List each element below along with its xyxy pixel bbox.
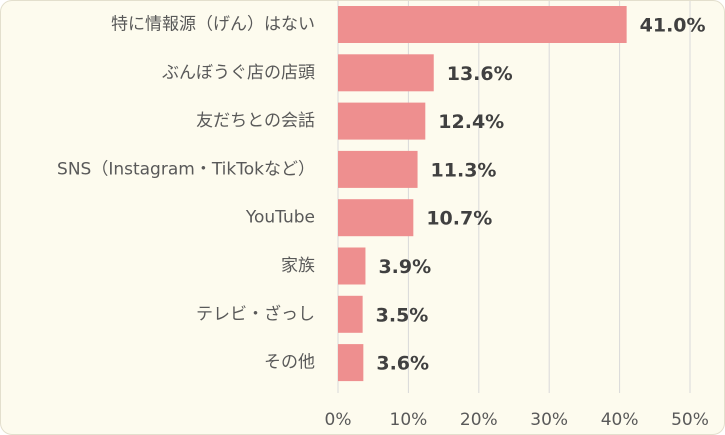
value-labels: 41.0% 13.6% 12.4% 11.3% 10.7% 3.9% 3.5% 3.6% — [376, 15, 706, 375]
value-label: 11.3% — [431, 159, 497, 181]
category-label: 特に情報源（げん）はない — [111, 15, 315, 35]
value-label: 12.4% — [438, 111, 504, 133]
value-label: 13.6% — [447, 63, 513, 85]
x-tick-label: 0% — [325, 410, 352, 430]
bar — [338, 247, 366, 285]
category-label: テレビ・ざっし — [196, 303, 315, 324]
value-label: 3.6% — [376, 353, 429, 375]
x-tick-label: 50% — [671, 410, 709, 430]
category-label: SNS（Instagram・TikTokなど） — [57, 159, 315, 179]
bar — [338, 199, 414, 237]
bar — [338, 295, 363, 333]
x-tick-label: 40% — [601, 410, 639, 430]
x-tick-label: 20% — [460, 410, 498, 430]
value-label: 3.5% — [376, 304, 429, 326]
value-label: 41.0% — [640, 15, 706, 37]
bar — [338, 102, 426, 140]
x-tick-label: 10% — [390, 410, 428, 430]
category-label: 家族 — [281, 256, 315, 276]
value-label: 3.9% — [378, 256, 431, 278]
category-label: YouTube — [245, 208, 315, 228]
x-axis-ticks: 0% 10% 20% 30% 40% 50% — [325, 410, 709, 430]
category-label: ぶんぼうぐ店の店頭 — [162, 63, 315, 83]
category-label: 友だちとの会話 — [196, 111, 315, 131]
bar — [338, 344, 364, 382]
x-tick-label: 30% — [530, 410, 568, 430]
category-label: その他 — [264, 353, 315, 373]
bar — [338, 54, 434, 92]
bar — [338, 150, 418, 188]
value-label: 10.7% — [426, 208, 492, 230]
bar — [338, 6, 627, 43]
bars — [338, 6, 627, 382]
